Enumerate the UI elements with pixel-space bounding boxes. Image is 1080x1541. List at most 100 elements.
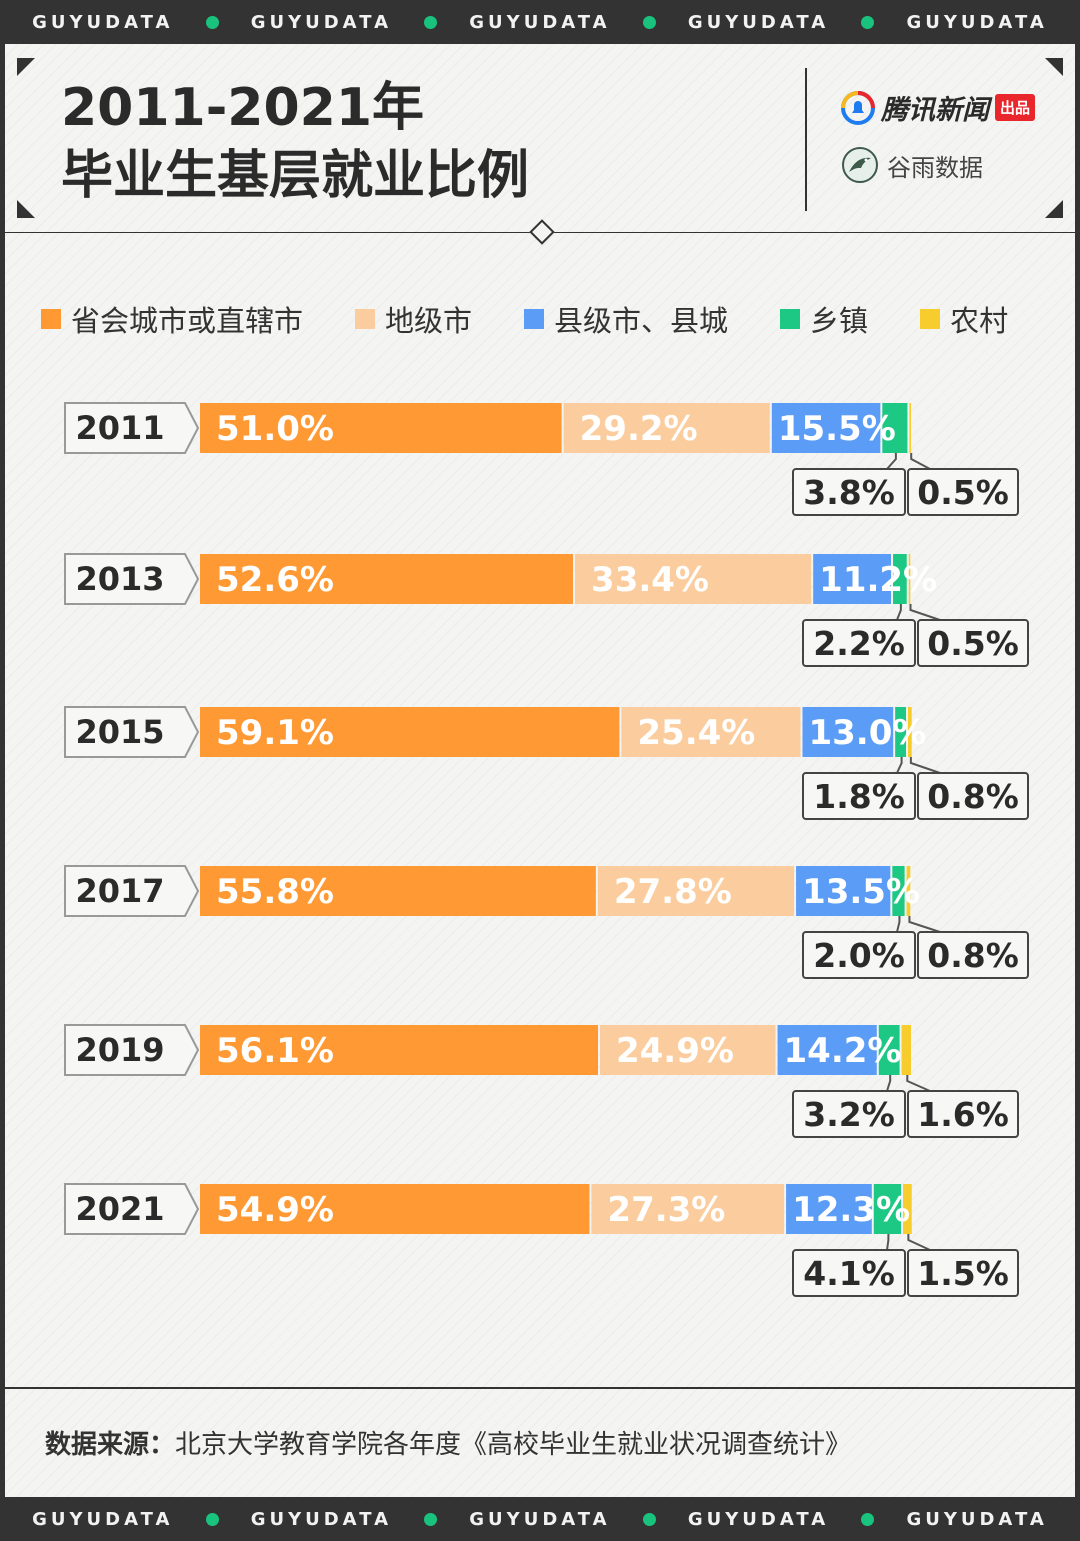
bar-segment-2 — [575, 554, 812, 604]
year-tag — [64, 865, 200, 917]
data-label: 15.5% — [778, 409, 896, 449]
band-text: GUYUDATA — [469, 11, 611, 33]
title-line-2: 毕业生基层就业比例 — [61, 146, 530, 206]
data-label: 14.2% — [784, 1031, 902, 1071]
bar-segment-3 — [813, 554, 892, 604]
guyu-data-text: 谷雨数据 — [887, 153, 983, 182]
callout-box — [907, 468, 1019, 516]
bar-segment-5 — [908, 554, 911, 604]
band-text: GUYUDATA — [469, 1508, 611, 1530]
legend-label: 地级市 — [385, 304, 473, 338]
callout-box — [917, 931, 1029, 979]
year-label: 2015 — [75, 713, 164, 751]
bar-segment-1 — [200, 403, 562, 453]
source-text: 北京大学教育学院各年度《高校毕业生就业状况调查统计》 — [175, 1430, 852, 1460]
dot-icon — [205, 1512, 219, 1526]
callout-box — [802, 619, 916, 667]
year-tag — [64, 402, 200, 454]
bar-segment-3 — [771, 403, 881, 453]
year-label: 2017 — [75, 872, 164, 910]
year-tag — [64, 1183, 200, 1235]
data-label: 4.1% — [803, 1254, 895, 1293]
callout-box — [792, 1090, 906, 1138]
legend-label: 县级市、县城 — [554, 304, 729, 338]
dot-icon — [424, 15, 438, 29]
bar-segment-1 — [200, 1184, 590, 1234]
legend-label: 省会城市或直辖市 — [71, 304, 304, 338]
legend-item-township: 乡镇 — [780, 298, 868, 340]
footer-rule — [5, 1387, 1075, 1389]
data-source: 数据来源：北京大学教育学院各年度《高校毕业生就业状况调查统计》 — [45, 1424, 851, 1461]
data-label: 12.3% — [792, 1190, 910, 1230]
legend-swatch — [920, 309, 941, 329]
bar-segment-5 — [908, 707, 912, 757]
bar-segment-1 — [200, 554, 574, 604]
bar-segment-4 — [895, 707, 907, 757]
data-label: 27.3% — [607, 1190, 725, 1230]
callout-box — [917, 772, 1029, 820]
dot-icon — [861, 15, 875, 29]
legend-item-prefecture: 地级市 — [355, 298, 472, 340]
data-label: 51.0% — [216, 409, 334, 449]
callout-leader — [886, 1234, 890, 1251]
legend-label: 乡镇 — [810, 304, 869, 338]
tencent-news-text: 腾讯新闻 — [881, 95, 989, 126]
legend-swatch — [524, 309, 545, 329]
corner-mark-bl — [17, 200, 35, 218]
bar-segment-4 — [892, 866, 905, 916]
swallow-icon — [842, 147, 878, 183]
callout-box — [802, 772, 916, 820]
callout-leader — [909, 604, 941, 621]
callout-leader — [909, 757, 941, 774]
callout-box — [802, 931, 916, 979]
data-label: 1.6% — [917, 1095, 1009, 1134]
bar-segment-5 — [903, 1184, 912, 1234]
dot-icon — [642, 1512, 656, 1526]
corner-mark-br — [1045, 200, 1063, 218]
legend-swatch — [355, 309, 376, 329]
data-label: 11.2% — [819, 560, 937, 600]
data-label: 29.2% — [580, 409, 698, 449]
data-label: 52.6% — [216, 560, 334, 600]
stacked-bar-chart: 2011 51.0% 29.2% 15.5% 3.8% 0.5% 2013 52.6% 33.4… — [64, 402, 1029, 1297]
data-label: 54.9% — [216, 1190, 334, 1230]
band-text: GUYUDATA — [32, 1508, 174, 1530]
year-label: 2019 — [75, 1031, 164, 1069]
callout-box — [792, 1249, 906, 1297]
band-text: GUYUDATA — [906, 11, 1048, 33]
bar-segment-2 — [599, 1025, 776, 1075]
header-divider — [805, 68, 807, 211]
data-label: 3.2% — [803, 1095, 895, 1134]
legend-item-county: 县级市、县城 — [524, 298, 728, 340]
legend-item-rural: 农村 — [920, 298, 1008, 340]
data-label: 0.8% — [927, 936, 1019, 975]
tencent-news-logo: 腾讯新闻 出品 — [841, 88, 1036, 127]
page-title: 2011-2021年 毕业生基层就业比例 — [61, 74, 529, 210]
data-label: 0.5% — [917, 473, 1009, 512]
callout-box — [907, 1249, 1019, 1297]
source-label: 数据来源： — [45, 1430, 176, 1460]
data-label: 1.5% — [917, 1254, 1009, 1293]
year-label: 2011 — [75, 409, 164, 447]
callout-leader — [896, 757, 903, 774]
callout-leader — [896, 604, 902, 621]
band-text: GUYUDATA — [32, 11, 174, 33]
data-label: 1.8% — [813, 777, 905, 816]
data-label: 25.4% — [637, 713, 755, 753]
bar-segment-4 — [882, 403, 908, 453]
callout-leader — [907, 1234, 931, 1251]
data-label: 3.8% — [803, 473, 895, 512]
bar-segment-3 — [777, 1025, 877, 1075]
produced-badge: 出品 — [995, 94, 1036, 121]
data-label: 24.9% — [616, 1031, 734, 1071]
legend-label: 农村 — [950, 304, 1009, 338]
legend-swatch — [780, 309, 801, 329]
bar-segment-3 — [796, 866, 891, 916]
callout-leader — [886, 453, 897, 470]
dot-icon — [205, 15, 219, 29]
callout-box — [917, 619, 1029, 667]
band-text: GUYUDATA — [250, 1508, 393, 1530]
year-tag — [64, 1024, 200, 1076]
callout-leader — [896, 916, 901, 933]
year-tag — [64, 706, 200, 758]
